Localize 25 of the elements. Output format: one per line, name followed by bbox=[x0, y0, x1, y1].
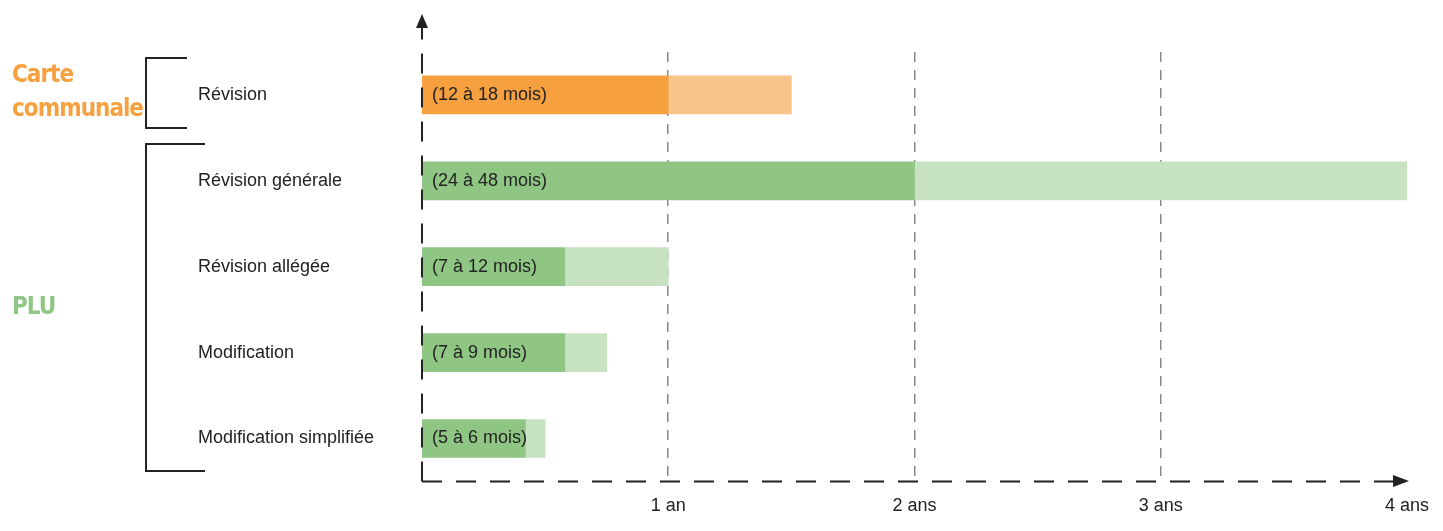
data-label: (5 à 6 mois) bbox=[432, 427, 528, 448]
data-label: (7 à 12 mois) bbox=[432, 255, 538, 276]
data-label: (12 à 18 mois) bbox=[432, 83, 548, 104]
y-tick-label: Modification simplifiée bbox=[198, 427, 375, 448]
bar bbox=[525, 419, 546, 458]
bar bbox=[564, 333, 608, 372]
text: Carte communale bbox=[12, 58, 143, 124]
bar bbox=[422, 75, 669, 115]
bar bbox=[422, 161, 915, 201]
bar bbox=[422, 333, 566, 372]
bar bbox=[564, 247, 669, 287]
bar bbox=[914, 161, 1407, 201]
x-tick-label: 2 ans bbox=[892, 495, 937, 516]
y-tick-label: Révision générale bbox=[198, 169, 343, 190]
y-tick-label: Révision bbox=[198, 83, 268, 104]
data-label: (24 à 48 mois) bbox=[432, 169, 548, 190]
data-label: (7 à 9 mois) bbox=[432, 341, 528, 362]
text: PLU bbox=[12, 290, 57, 322]
x-tick-label: 3 ans bbox=[1138, 495, 1183, 516]
bar bbox=[667, 75, 792, 115]
y-tick-label: Modification bbox=[198, 341, 295, 362]
bar bbox=[422, 247, 566, 287]
x-tick-label: 4 ans bbox=[1384, 495, 1430, 516]
y-tick-label: Révision allégée bbox=[198, 255, 331, 276]
x-tick-label: 1 an bbox=[650, 495, 686, 516]
